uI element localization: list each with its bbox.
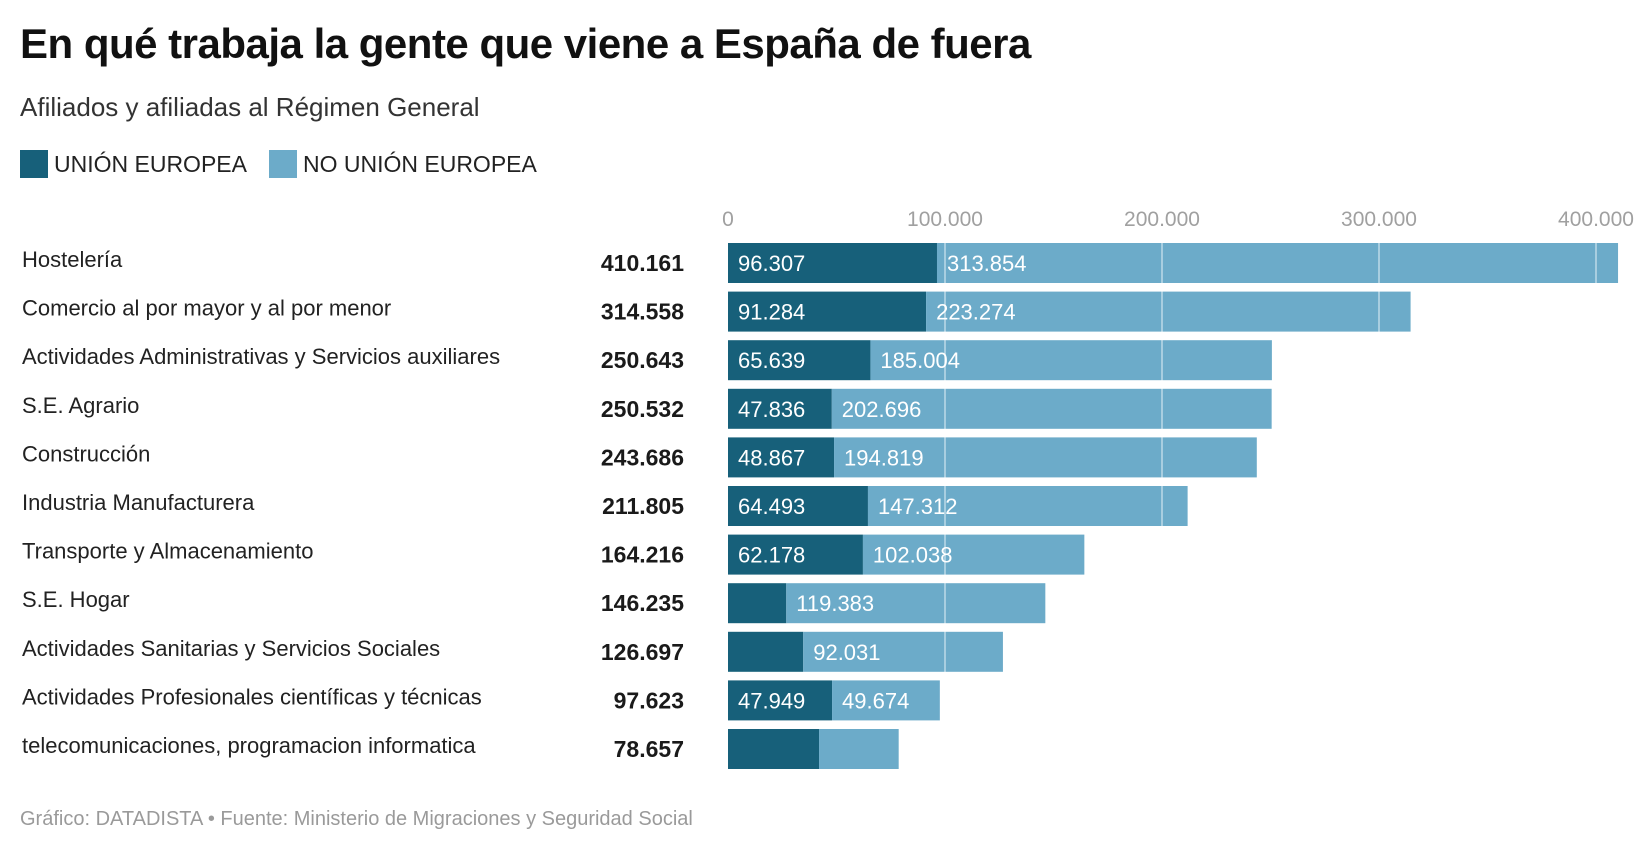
category-label: S.E. Agrario bbox=[22, 393, 139, 418]
total-label: 410.161 bbox=[601, 250, 684, 276]
data-label: 119.383 bbox=[796, 591, 874, 616]
total-label: 126.697 bbox=[601, 639, 684, 665]
data-label: 65.639 bbox=[738, 348, 805, 373]
category-label: Actividades Administrativas y Servicios … bbox=[22, 344, 500, 369]
category-label: Industria Manufacturera bbox=[22, 490, 255, 515]
total-label: 314.558 bbox=[601, 299, 684, 325]
data-label: 185.004 bbox=[880, 348, 960, 373]
legend-item-eu: UNIÓN EUROPEA bbox=[20, 150, 247, 178]
bar-non-eu bbox=[834, 437, 1257, 478]
total-label: 97.623 bbox=[614, 687, 684, 713]
bar-eu bbox=[728, 729, 820, 769]
data-label: 102.038 bbox=[873, 543, 953, 568]
legend-swatch-eu bbox=[20, 150, 48, 178]
legend-label-non-eu: NO UNIÓN EUROPEA bbox=[302, 150, 537, 177]
category-label: S.E. Hogar bbox=[22, 587, 130, 612]
category-label: Comercio al por mayor y al por menor bbox=[22, 296, 391, 321]
total-label: 250.532 bbox=[601, 396, 684, 422]
bar-non-eu bbox=[832, 680, 940, 721]
data-label: 64.493 bbox=[738, 494, 805, 519]
data-label: 96.307 bbox=[738, 251, 805, 276]
bars-layer bbox=[728, 243, 1619, 769]
total-label: 243.686 bbox=[601, 444, 684, 470]
data-label: 48.867 bbox=[738, 445, 805, 470]
bar-non-eu bbox=[936, 243, 1619, 283]
legend-label-eu: UNIÓN EUROPEA bbox=[54, 150, 247, 177]
data-label: 223.274 bbox=[936, 300, 1016, 325]
data-label: 92.031 bbox=[813, 640, 880, 665]
bar-non-eu bbox=[862, 534, 1085, 575]
x-tick-label: 400.000 bbox=[1558, 208, 1634, 231]
data-label: 313.854 bbox=[947, 251, 1027, 276]
bar-non-eu bbox=[819, 729, 899, 769]
total-label: 250.643 bbox=[601, 347, 684, 373]
bar-eu bbox=[728, 291, 927, 332]
chart-title: En qué trabaja la gente que viene a Espa… bbox=[20, 20, 1031, 67]
bar-non-eu bbox=[786, 583, 1046, 624]
data-label: 147.312 bbox=[878, 494, 958, 519]
bar-eu bbox=[728, 243, 937, 283]
x-tick-label: 100.000 bbox=[907, 208, 983, 231]
category-label: Actividades Sanitarias y Servicios Socia… bbox=[22, 636, 440, 661]
bar-non-eu bbox=[870, 340, 1272, 381]
category-label: Actividades Profesionales científicas y … bbox=[22, 684, 482, 709]
x-tick-label: 300.000 bbox=[1341, 208, 1417, 231]
total-label: 146.235 bbox=[601, 590, 684, 616]
data-label: 194.819 bbox=[844, 445, 924, 470]
bar-non-eu bbox=[831, 388, 1272, 429]
category-label: Construcción bbox=[22, 441, 150, 466]
bar-eu bbox=[728, 437, 835, 478]
chart-subtitle: Afiliados y afiliadas al Régimen General bbox=[20, 92, 480, 122]
gridlines-layer bbox=[944, 243, 1597, 778]
legend-item-non-eu: NO UNIÓN EUROPEA bbox=[268, 150, 537, 178]
bar-eu bbox=[728, 388, 832, 429]
legend-swatch-non-eu bbox=[268, 150, 297, 178]
bar-non-eu bbox=[867, 486, 1188, 526]
labels-layer: 0 100.000 200.000 300.000 400.000 Hostelería 4… bbox=[22, 208, 1634, 762]
bar-eu bbox=[728, 680, 833, 721]
data-label: 91.284 bbox=[738, 300, 805, 325]
bar-eu bbox=[728, 486, 868, 526]
category-label: Hostelería bbox=[22, 247, 123, 272]
bar-non-eu bbox=[926, 291, 1411, 332]
source-footer: Gráfico: DATADISTA • Fuente: Ministerio … bbox=[20, 808, 693, 830]
total-label: 211.805 bbox=[602, 493, 684, 519]
category-label: Transporte y Almacenamiento bbox=[22, 539, 313, 564]
total-label: 164.216 bbox=[601, 542, 684, 568]
bar-eu bbox=[728, 340, 871, 381]
data-label: 47.836 bbox=[738, 397, 805, 422]
total-label: 78.657 bbox=[614, 736, 684, 762]
x-tick-label: 200.000 bbox=[1124, 208, 1200, 231]
bar-eu bbox=[728, 631, 804, 672]
data-label: 49.674 bbox=[842, 688, 909, 713]
bar-eu bbox=[728, 534, 863, 575]
x-tick-label: 0 bbox=[722, 208, 734, 231]
legend: UNIÓN EUROPEA NO UNIÓN EUROPEA bbox=[20, 150, 559, 178]
category-label: telecomunicaciones, programacion informa… bbox=[22, 733, 476, 758]
data-label: 47.949 bbox=[738, 688, 805, 713]
data-label: 202.696 bbox=[842, 397, 922, 422]
bar-eu bbox=[728, 583, 787, 624]
data-label: 62.178 bbox=[738, 543, 805, 568]
bar-non-eu bbox=[803, 631, 1003, 672]
